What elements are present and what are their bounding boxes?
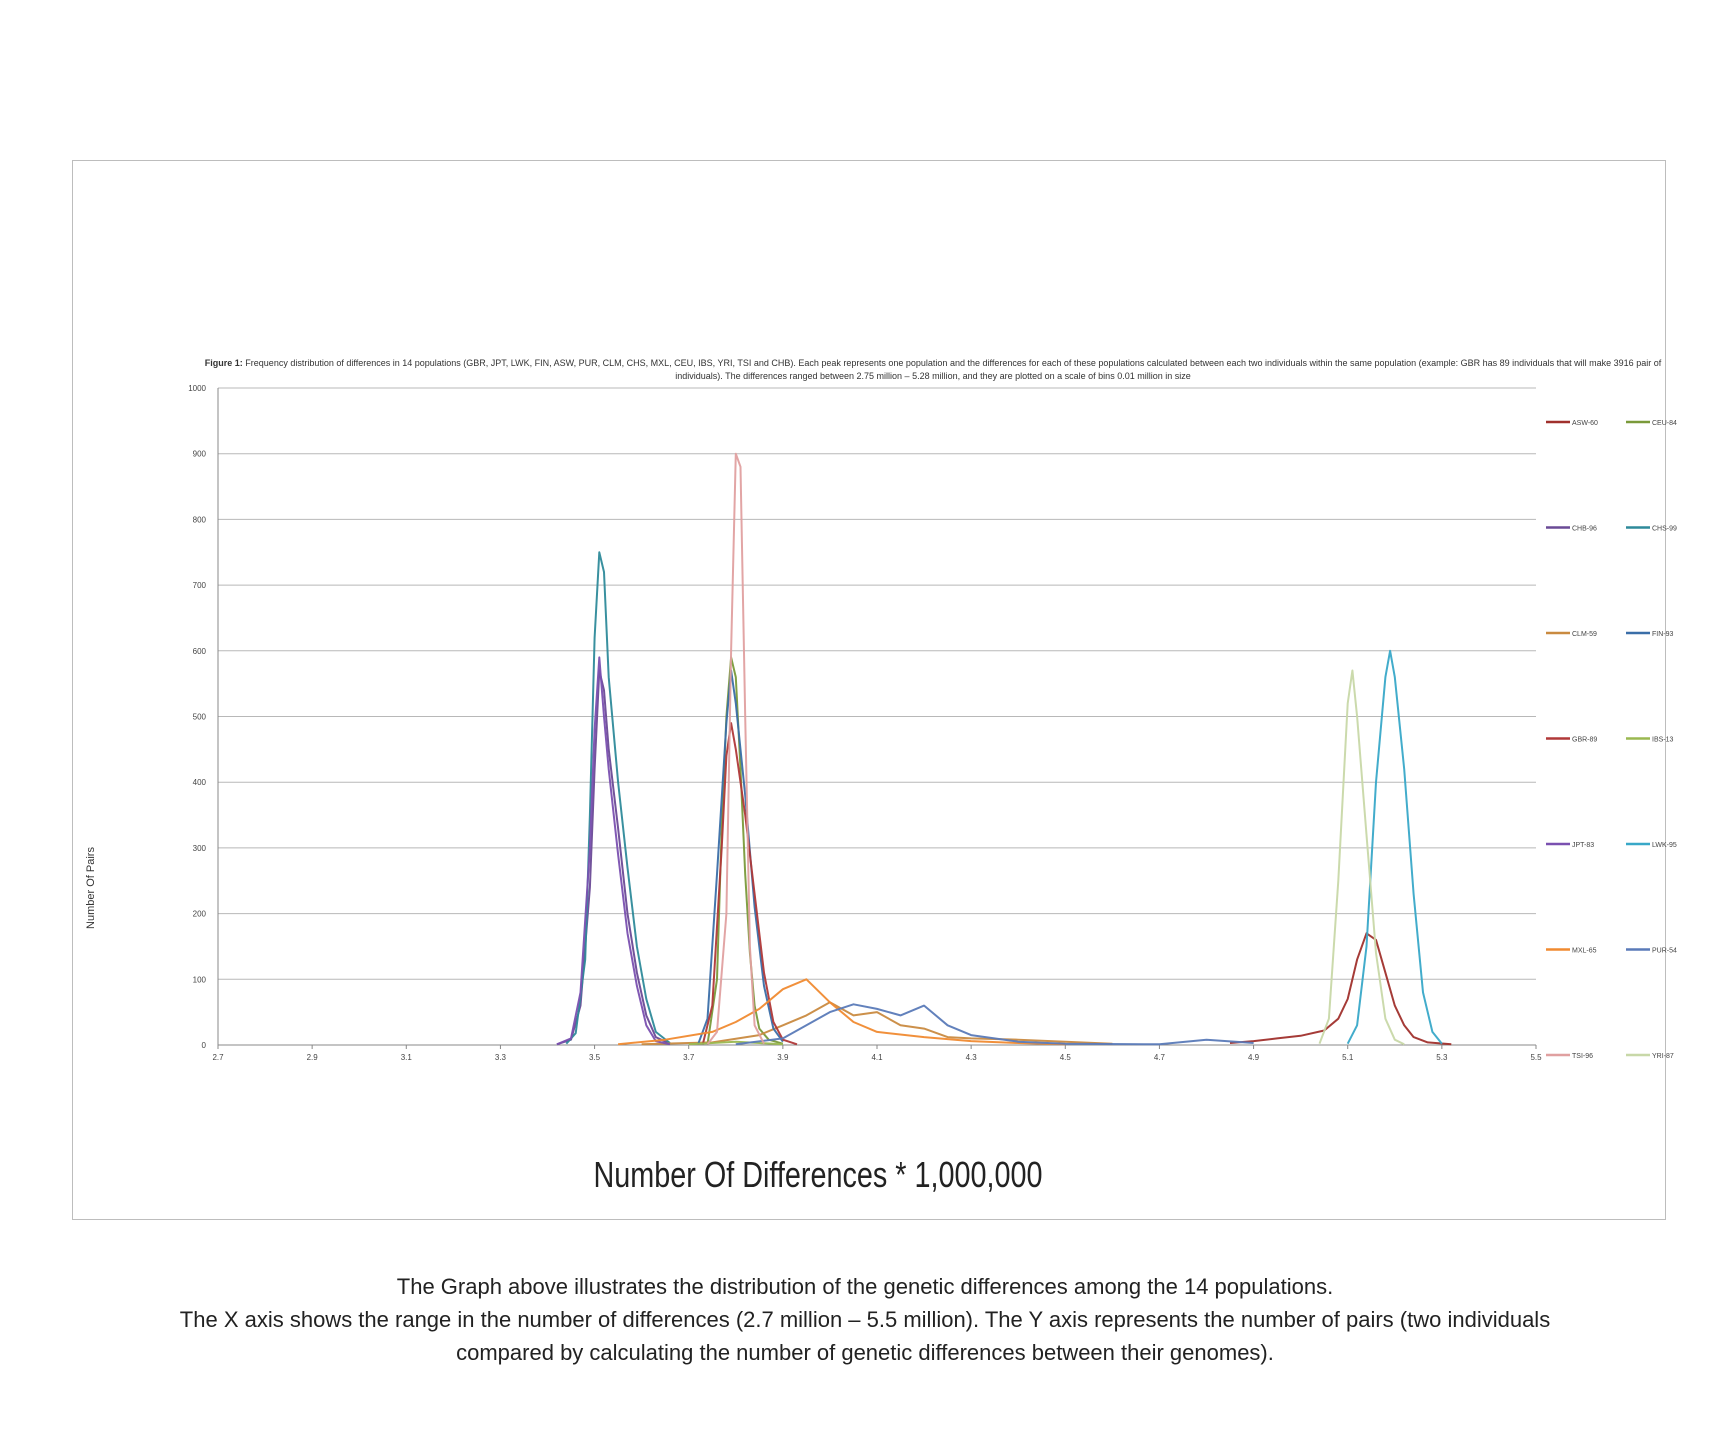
bottom-caption-line-3: compared by calculating the number of ge… [456, 1340, 1274, 1365]
bottom-caption: The Graph above illustrates the distribu… [40, 1270, 1690, 1369]
figure-caption-prefix: Figure 1: [204, 358, 243, 368]
figure-caption: Figure 1: Frequency distribution of diff… [183, 357, 1683, 383]
figure-caption-text: Frequency distribution of differences in… [245, 358, 1662, 381]
bottom-caption-line-2: The X axis shows the range in the number… [179, 1307, 1551, 1332]
chart-frame: Figure 1: Frequency distribution of diff… [72, 160, 1666, 1220]
bottom-caption-line-1: The Graph above illustrates the distribu… [396, 1274, 1334, 1299]
